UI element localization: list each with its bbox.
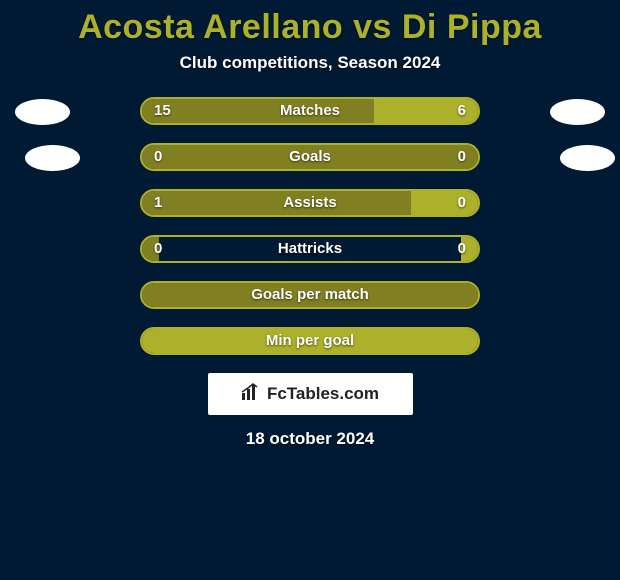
stat-label: Goals bbox=[142, 148, 478, 165]
stat-bar: Goals per match bbox=[140, 281, 480, 309]
page-title: Acosta Arellano vs Di Pippa bbox=[10, 8, 610, 47]
flag-left-icon bbox=[15, 99, 70, 125]
stat-bar: Hattricks0 0 bbox=[140, 235, 480, 263]
value-right: 0 bbox=[458, 194, 466, 211]
value-right: 0 bbox=[458, 240, 466, 257]
chart-icon bbox=[241, 383, 261, 406]
brand-badge: FcTables.com bbox=[208, 373, 413, 415]
value-right: 6 bbox=[458, 102, 466, 119]
stat-bar: Matches15 6 bbox=[140, 97, 480, 125]
stat-bar: Goals0 0 bbox=[140, 143, 480, 171]
stat-bar: Min per goal bbox=[140, 327, 480, 355]
stat-label: Min per goal bbox=[142, 332, 478, 349]
stat-row: Goals per match bbox=[10, 281, 610, 311]
value-right: 0 bbox=[458, 148, 466, 165]
stat-row: Matches15 6 bbox=[10, 97, 610, 127]
flag-right-icon bbox=[560, 145, 615, 171]
stat-label: Matches bbox=[142, 102, 478, 119]
stat-bar: Assists1 0 bbox=[140, 189, 480, 217]
stat-label: Assists bbox=[142, 194, 478, 211]
value-left: 0 bbox=[154, 240, 162, 257]
page-subtitle: Club competitions, Season 2024 bbox=[10, 53, 610, 73]
stat-label: Hattricks bbox=[142, 240, 478, 257]
stat-row: Goals0 0 bbox=[10, 143, 610, 173]
date-text: 18 october 2024 bbox=[10, 429, 610, 449]
comparison-infographic: Acosta Arellano vs Di Pippa Club competi… bbox=[0, 0, 620, 580]
stat-row: Hattricks0 0 bbox=[10, 235, 610, 265]
bars-area: Matches156Goals00Assists10Hattricks00Goa… bbox=[10, 97, 610, 357]
value-left: 0 bbox=[154, 148, 162, 165]
stat-row: Assists1 0 bbox=[10, 189, 610, 219]
flag-left-icon bbox=[25, 145, 80, 171]
value-left: 1 bbox=[154, 194, 162, 211]
flag-right-icon bbox=[550, 99, 605, 125]
value-left: 15 bbox=[154, 102, 171, 119]
stat-label: Goals per match bbox=[142, 286, 478, 303]
stat-row: Min per goal bbox=[10, 327, 610, 357]
brand-text: FcTables.com bbox=[267, 384, 379, 404]
